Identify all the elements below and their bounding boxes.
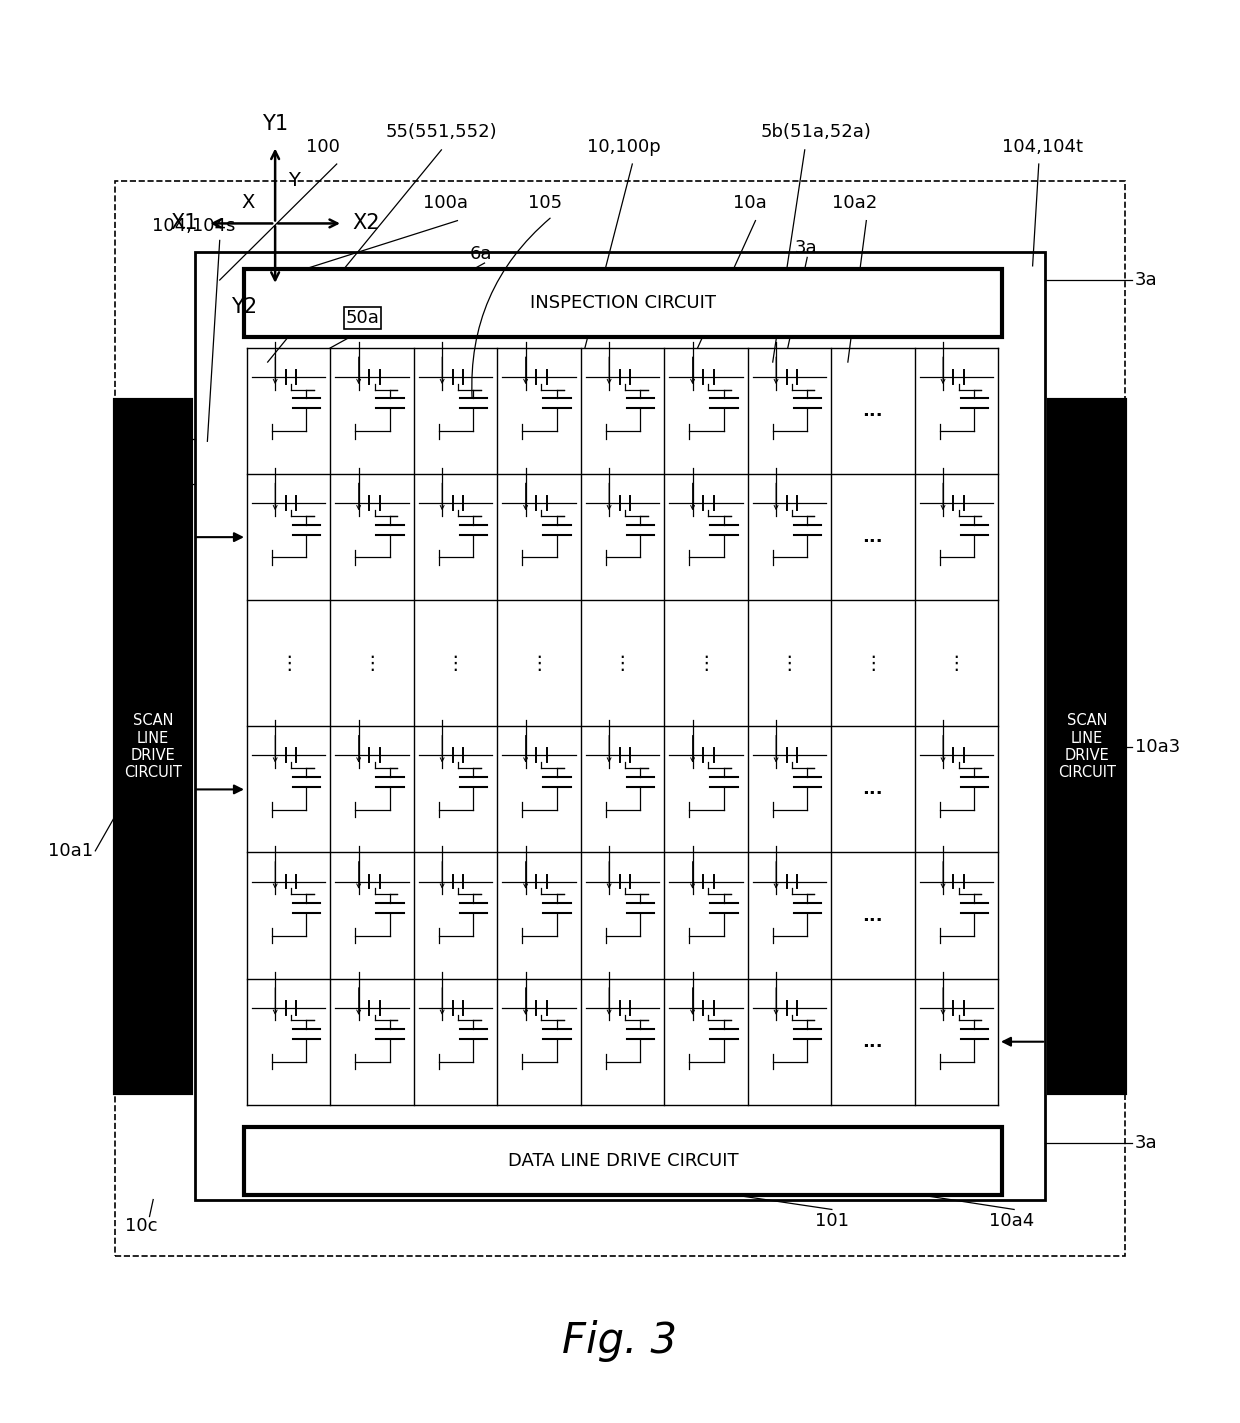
Bar — [1049, 400, 1125, 1093]
Text: Y2: Y2 — [232, 297, 258, 317]
Text: X1: X1 — [170, 213, 197, 233]
Text: ⋮: ⋮ — [863, 653, 883, 673]
Bar — [244, 1127, 1002, 1195]
Text: 10a1: 10a1 — [47, 842, 93, 859]
Text: 100: 100 — [306, 138, 340, 155]
Text: 100a: 100a — [423, 194, 467, 212]
Text: ...: ... — [863, 906, 883, 925]
Text: ...: ... — [863, 1033, 883, 1050]
Bar — [195, 252, 1045, 1200]
Text: ⋮: ⋮ — [696, 653, 715, 673]
Bar — [115, 181, 1125, 1257]
Text: ⋮: ⋮ — [946, 653, 966, 673]
Text: 55(551,552): 55(551,552) — [386, 124, 497, 141]
Text: 3a: 3a — [1135, 1134, 1157, 1153]
Text: 104,104s: 104,104s — [153, 216, 236, 235]
Text: DATA LINE DRIVE CIRCUIT: DATA LINE DRIVE CIRCUIT — [507, 1153, 738, 1170]
Bar — [115, 400, 191, 1093]
Text: X: X — [242, 192, 254, 212]
Text: Fig. 3: Fig. 3 — [563, 1321, 677, 1362]
Text: ...: ... — [863, 403, 883, 420]
Text: 5b(51a,52a): 5b(51a,52a) — [760, 124, 872, 141]
Text: ⋮: ⋮ — [613, 653, 632, 673]
Text: ⋮: ⋮ — [279, 653, 299, 673]
Text: 50a: 50a — [345, 309, 379, 327]
Text: 6a: 6a — [470, 245, 492, 263]
Text: Y1: Y1 — [262, 114, 288, 134]
Bar — [244, 269, 1002, 337]
Text: 101: 101 — [815, 1212, 848, 1231]
Text: ⋮: ⋮ — [445, 653, 465, 673]
Text: 10a2: 10a2 — [832, 194, 877, 212]
Text: Y: Y — [288, 172, 300, 191]
Text: ⋮: ⋮ — [529, 653, 549, 673]
Text: 3a: 3a — [795, 239, 817, 258]
Text: SCAN
LINE
DRIVE
CIRCUIT: SCAN LINE DRIVE CIRCUIT — [124, 713, 182, 780]
Text: 30: 30 — [154, 475, 176, 494]
Text: 10a4: 10a4 — [990, 1212, 1034, 1231]
Text: 3a: 3a — [1135, 270, 1157, 289]
Text: 10a: 10a — [733, 194, 768, 212]
Text: 10,100p: 10,100p — [587, 138, 661, 155]
Text: 9a: 9a — [154, 430, 176, 448]
Text: 10c: 10c — [125, 1217, 157, 1235]
Text: ...: ... — [863, 780, 883, 798]
Text: INSPECTION CIRCUIT: INSPECTION CIRCUIT — [529, 293, 715, 312]
Text: 10a3: 10a3 — [1135, 739, 1180, 756]
Text: 105: 105 — [528, 194, 562, 212]
Text: ⋮: ⋮ — [780, 653, 799, 673]
Text: 104,104t: 104,104t — [1002, 138, 1083, 155]
Text: X2: X2 — [352, 213, 381, 233]
Text: ⋮: ⋮ — [362, 653, 382, 673]
Text: SCAN
LINE
DRIVE
CIRCUIT: SCAN LINE DRIVE CIRCUIT — [1058, 713, 1116, 780]
Text: ...: ... — [863, 528, 883, 546]
